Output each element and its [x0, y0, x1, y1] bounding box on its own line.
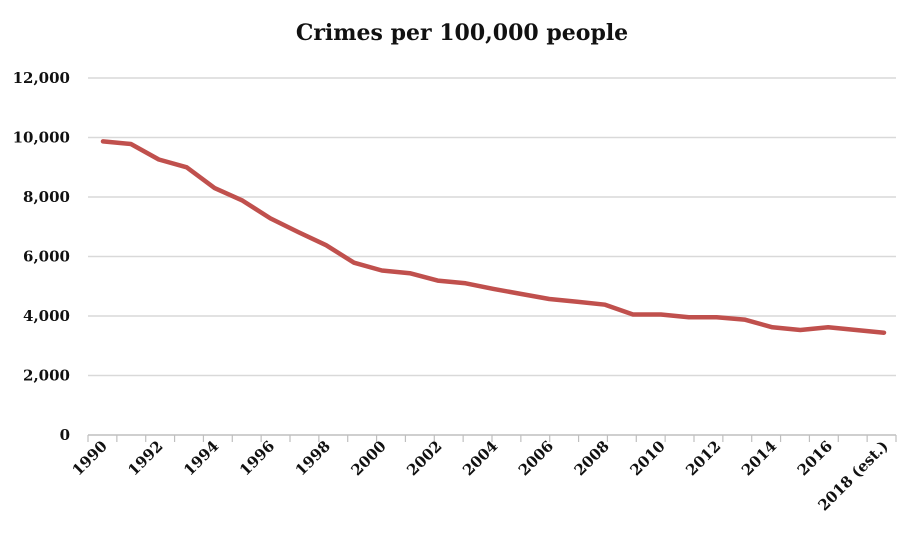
x-tick-label: 2014	[738, 437, 780, 479]
series-line-0	[100, 139, 887, 335]
y-tick-label: 0	[60, 426, 70, 444]
x-tick-label: 2002	[403, 437, 445, 479]
series-layer	[100, 139, 887, 335]
x-axis-tick-marks	[87, 435, 897, 442]
x-tick-label: 1994	[180, 437, 222, 479]
x-tick-label: 2008	[571, 437, 613, 479]
x-tick-label: 1992	[124, 437, 166, 479]
x-tick-label: 2004	[459, 437, 501, 479]
y-tick-label: 8,000	[23, 188, 70, 206]
x-tick-label: 2000	[348, 437, 390, 479]
y-tick-label: 10,000	[13, 129, 70, 147]
x-tick-label: 1996	[236, 437, 278, 479]
x-tick-label: 2006	[515, 437, 557, 479]
chart-title: Crimes per 100,000 people	[296, 20, 628, 46]
x-tick-label: 2012	[682, 437, 724, 479]
y-axis-tick-labels: 0 2,000 4,000 6,000 8,000 10,000 12,000	[13, 69, 70, 444]
x-tick-label: 2016	[794, 437, 836, 479]
x-tick-label: 1990	[69, 437, 111, 479]
y-tick-label: 6,000	[23, 248, 70, 266]
x-tick-label: 1998	[292, 437, 334, 479]
gridlines	[88, 77, 896, 377]
x-tick-label: 2010	[626, 437, 668, 479]
y-tick-label: 4,000	[23, 307, 70, 325]
y-tick-label: 2,000	[23, 367, 70, 385]
x-axis-tick-labels: 1990 1992 1994 1996 1998 2000 2002 2004 2006 2008…	[69, 437, 892, 514]
y-tick-label: 12,000	[13, 69, 70, 87]
